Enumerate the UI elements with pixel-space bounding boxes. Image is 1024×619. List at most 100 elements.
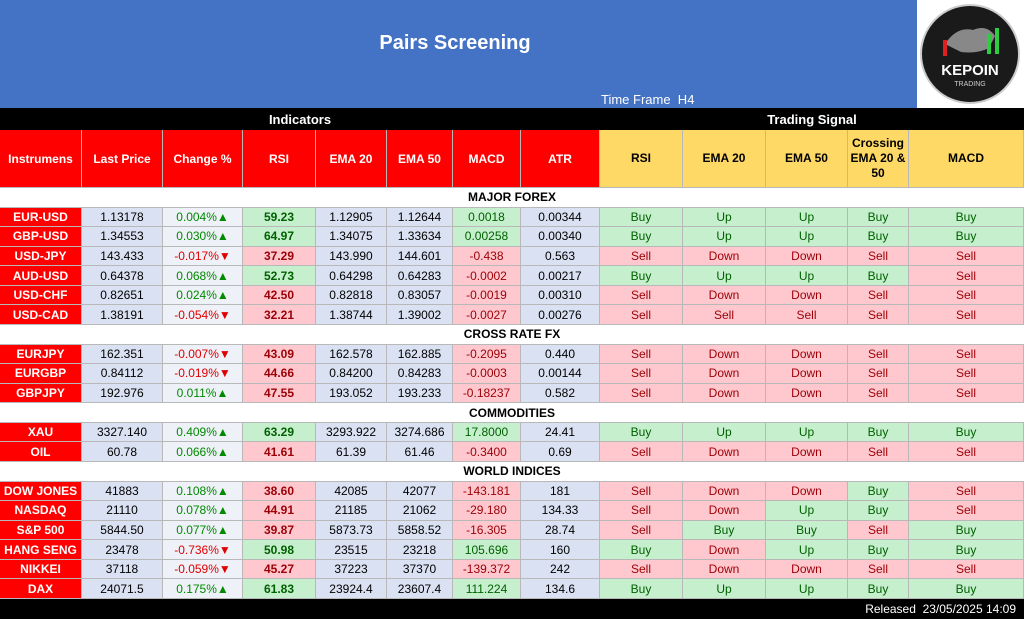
signal-cell: Buy <box>909 579 1024 599</box>
value-cell: 21062 <box>387 501 453 521</box>
instrument: S&P 500 <box>0 520 82 541</box>
signal-cell: Buy <box>848 501 909 521</box>
instrument: NIKKEI <box>0 559 82 580</box>
value-cell: 0.82818 <box>316 285 387 306</box>
signal-cell: Up <box>766 422 848 443</box>
logo-candle <box>987 34 991 54</box>
signal-cell: Down <box>683 501 766 521</box>
signal-cell: Sell <box>600 246 683 267</box>
signal-cell: Buy <box>848 207 909 228</box>
signal-cell: Up <box>766 266 848 286</box>
signal-cell: Sell <box>600 344 683 365</box>
value-cell: 143.433 <box>82 246 163 267</box>
value-cell: 0.004%▲ <box>163 207 243 228</box>
value-cell: 1.38191 <box>82 305 163 325</box>
value-cell: 42077 <box>387 481 453 502</box>
column-header: Change % <box>163 130 243 188</box>
signal-cell: Buy <box>600 540 683 560</box>
value-cell: 144.601 <box>387 246 453 267</box>
signal-cell: Sell <box>909 266 1024 286</box>
time-frame: Time Frame H4 <box>601 92 695 107</box>
signal-cell: Buy <box>848 422 909 443</box>
value-cell: 38.60 <box>243 481 316 502</box>
value-cell: 24071.5 <box>82 579 163 599</box>
instrument: XAU <box>0 422 82 443</box>
signal-cell: Sell <box>600 364 683 384</box>
value-cell: 0.108%▲ <box>163 481 243 502</box>
signal-cell: Sell <box>600 559 683 580</box>
value-cell: 0.00258 <box>453 227 521 247</box>
signal-cell: Buy <box>600 207 683 228</box>
value-cell: 134.33 <box>521 501 600 521</box>
value-cell: 0.077%▲ <box>163 520 243 541</box>
signal-cell: Up <box>683 579 766 599</box>
signal-cell: Sell <box>909 364 1024 384</box>
value-cell: 61.39 <box>316 442 387 462</box>
signal-cell: Sell <box>600 285 683 306</box>
value-cell: 0.175%▲ <box>163 579 243 599</box>
value-cell: 24.41 <box>521 422 600 443</box>
signal-cell: Buy <box>600 422 683 443</box>
instrument: DAX <box>0 579 82 599</box>
value-cell: 193.233 <box>387 383 453 404</box>
value-cell: -0.438 <box>453 246 521 267</box>
value-cell: 1.12905 <box>316 207 387 228</box>
value-cell: -0.18237 <box>453 383 521 404</box>
value-cell: 0.440 <box>521 344 600 365</box>
value-cell: -0.0019 <box>453 285 521 306</box>
value-cell: -0.0003 <box>453 364 521 384</box>
value-cell: 0.64298 <box>316 266 387 286</box>
signal-cell: Up <box>683 422 766 443</box>
signal-cell: Sell <box>683 305 766 325</box>
value-cell: -143.181 <box>453 481 521 502</box>
value-cell: -0.0027 <box>453 305 521 325</box>
instrument: USD-CAD <box>0 305 82 325</box>
value-cell: 41883 <box>82 481 163 502</box>
value-cell: -0.007%▼ <box>163 344 243 365</box>
signal-cell: Sell <box>848 364 909 384</box>
value-cell: 0.409%▲ <box>163 422 243 443</box>
value-cell: -16.305 <box>453 520 521 541</box>
value-cell: 5873.73 <box>316 520 387 541</box>
value-cell: 0.066%▲ <box>163 442 243 462</box>
signal-cell: Down <box>766 364 848 384</box>
value-cell: 21185 <box>316 501 387 521</box>
value-cell: 44.66 <box>243 364 316 384</box>
value-cell: 0.00344 <box>521 207 600 228</box>
group-header: Indicators <box>0 108 600 130</box>
logo: KEPOIN TRADING <box>920 4 1020 104</box>
value-cell: 50.98 <box>243 540 316 560</box>
value-cell: -0.2095 <box>453 344 521 365</box>
logo-candle <box>943 40 947 56</box>
value-cell: 64.97 <box>243 227 316 247</box>
signal-cell: Buy <box>600 266 683 286</box>
instrument: USD-CHF <box>0 285 82 306</box>
value-cell: 0.582 <box>521 383 600 404</box>
signal-cell: Down <box>766 442 848 462</box>
signal-cell: Sell <box>909 383 1024 404</box>
signal-cell: Down <box>683 285 766 306</box>
value-cell: 0.00340 <box>521 227 600 247</box>
value-cell: 0.00310 <box>521 285 600 306</box>
signal-cell: Sell <box>909 285 1024 306</box>
signal-cell: Buy <box>848 227 909 247</box>
value-cell: 37370 <box>387 559 453 580</box>
logo-circle <box>920 4 1020 104</box>
footer: Released 23/05/2025 14:09 <box>0 599 1024 619</box>
value-cell: -0.0002 <box>453 266 521 286</box>
value-cell: 1.13178 <box>82 207 163 228</box>
value-cell: 52.73 <box>243 266 316 286</box>
value-cell: 23924.4 <box>316 579 387 599</box>
value-cell: 42085 <box>316 481 387 502</box>
value-cell: -0.3400 <box>453 442 521 462</box>
value-cell: 23478 <box>82 540 163 560</box>
value-cell: -0.054%▼ <box>163 305 243 325</box>
signal-cell: Sell <box>909 305 1024 325</box>
signal-cell: Buy <box>909 540 1024 560</box>
signal-cell: Down <box>683 559 766 580</box>
column-header: ATR <box>521 130 600 188</box>
signal-cell: Buy <box>848 540 909 560</box>
signal-cell: Buy <box>909 422 1024 443</box>
value-cell: 1.12644 <box>387 207 453 228</box>
value-cell: 0.068%▲ <box>163 266 243 286</box>
